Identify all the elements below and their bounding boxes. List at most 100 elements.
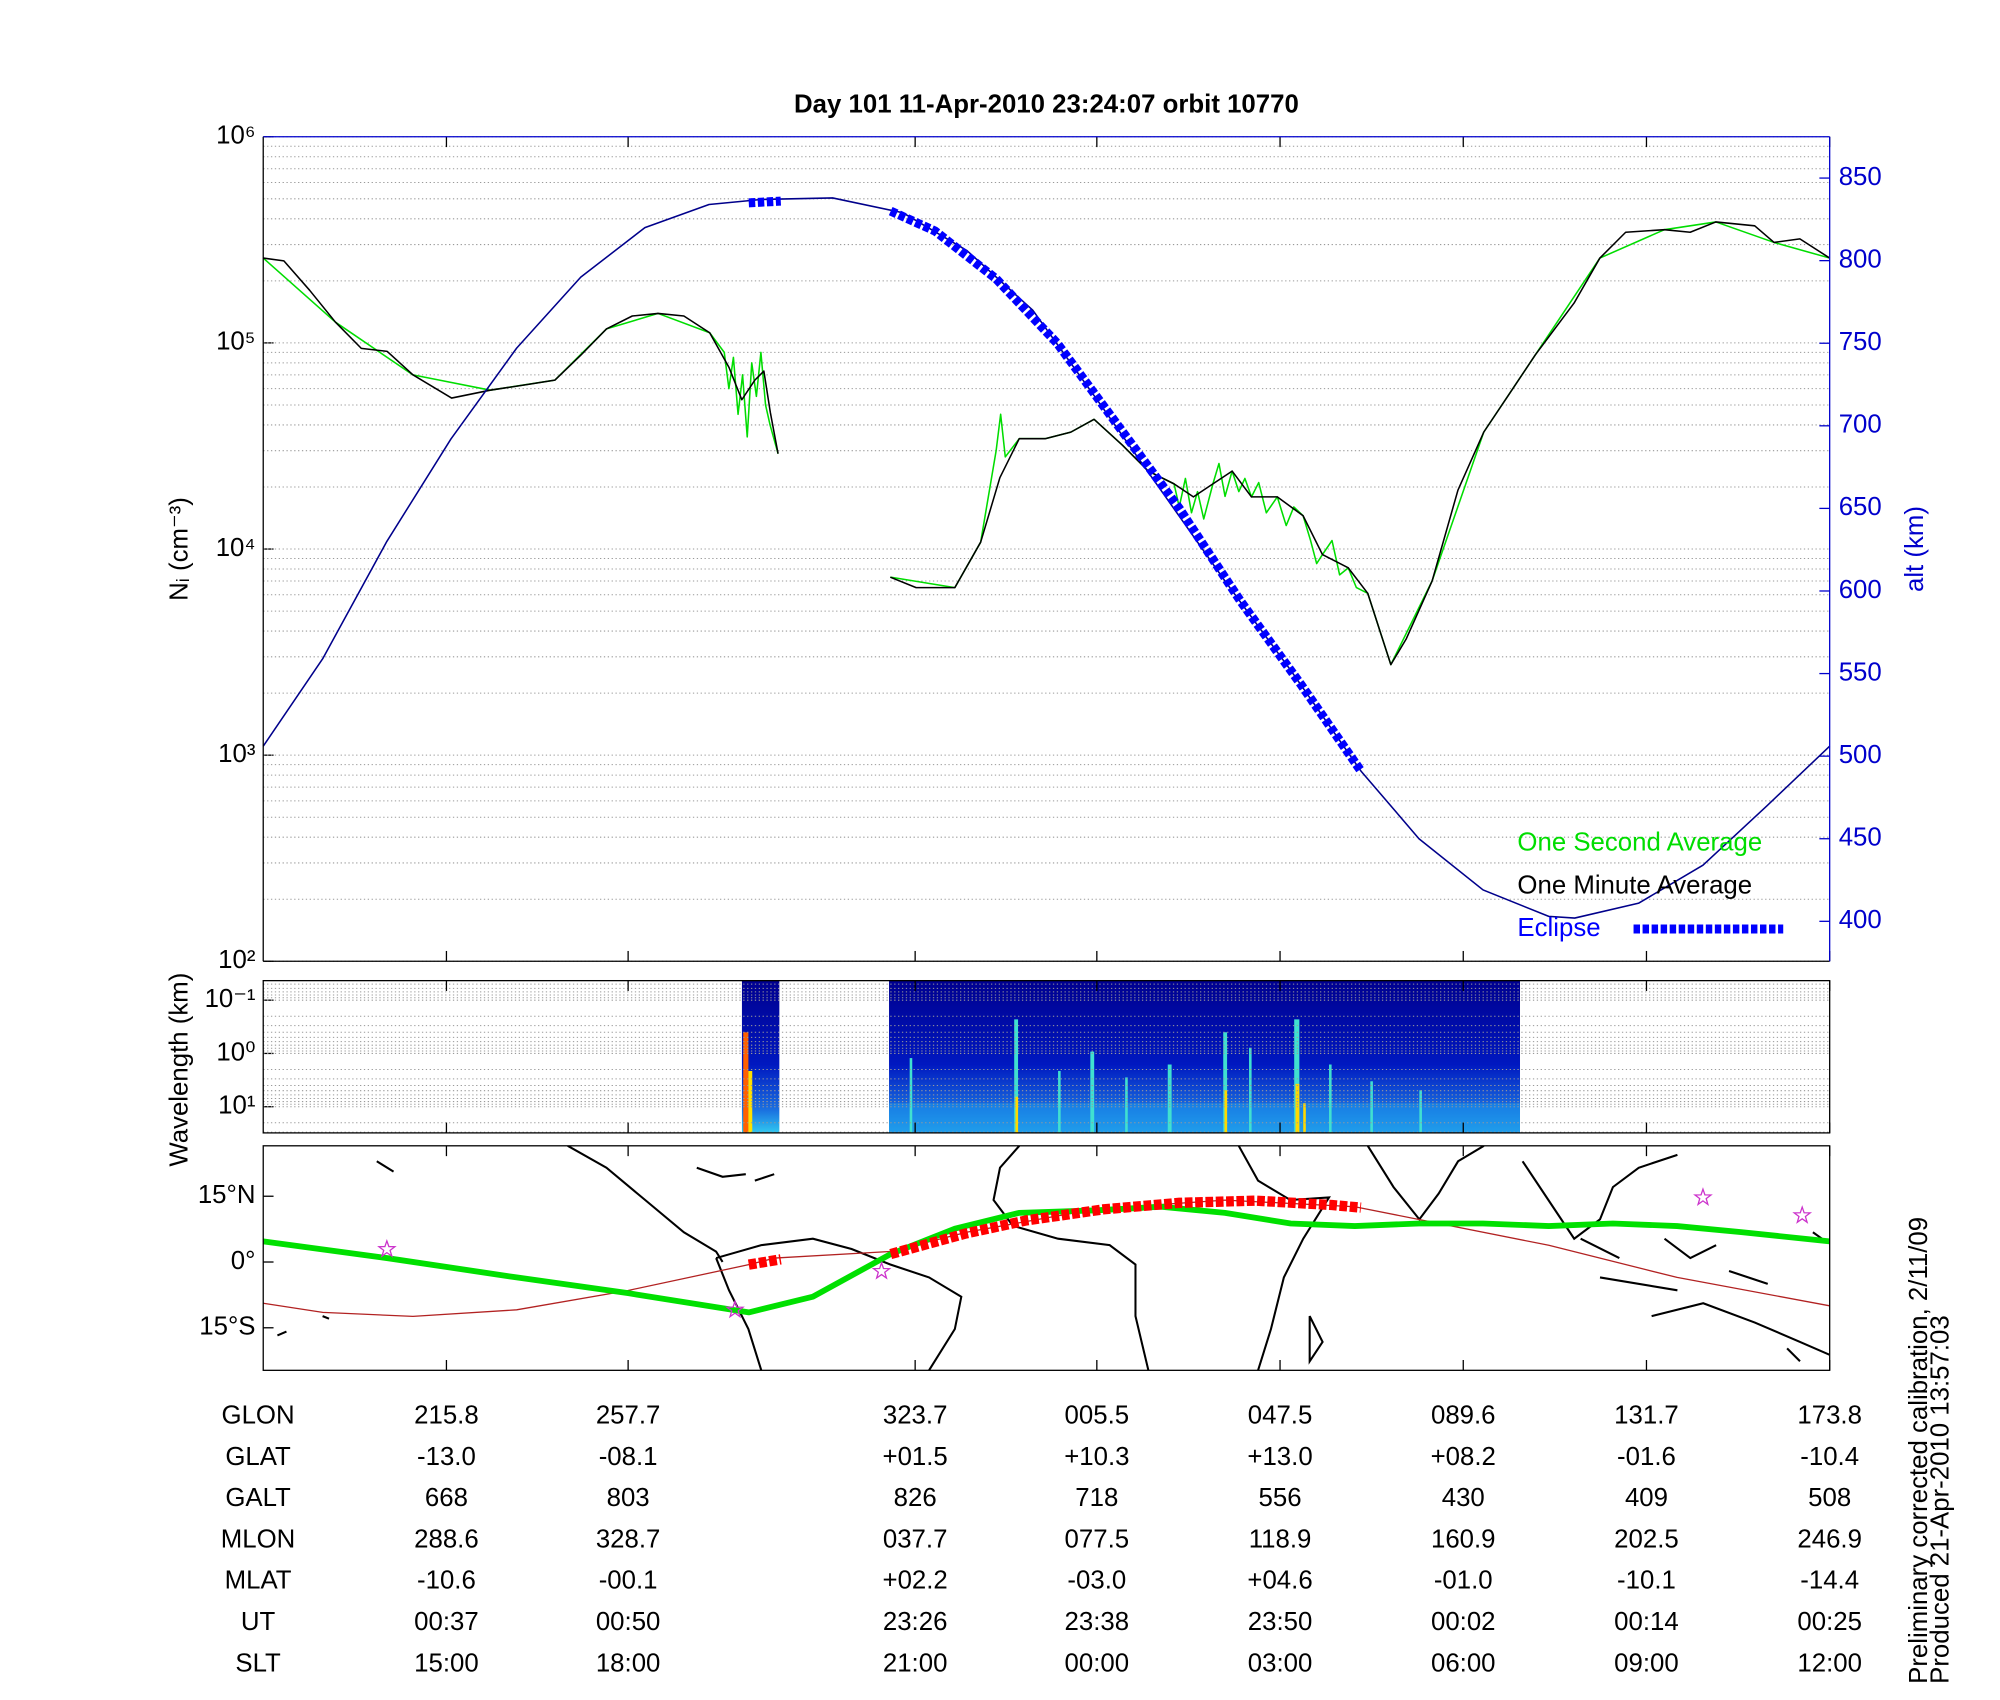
table-cell: 668 — [425, 1484, 468, 1512]
table-cell: +02.2 — [883, 1567, 948, 1595]
table-cell: 323.7 — [883, 1402, 948, 1430]
y2-tick-label: 700 — [1839, 411, 1882, 439]
y-tick-label: 10⁴ — [216, 534, 256, 562]
coastlines — [277, 1145, 1830, 1371]
table-cell: 077.5 — [1065, 1525, 1130, 1553]
table-cell: 00:50 — [596, 1608, 661, 1636]
table-cell: 00:00 — [1065, 1649, 1130, 1677]
table-cell: 508 — [1808, 1484, 1851, 1512]
table-cell: 246.9 — [1797, 1525, 1862, 1553]
y-tick-label: 10² — [218, 946, 256, 974]
table-cell: 328.7 — [596, 1525, 661, 1553]
y2-tick-label: 600 — [1839, 576, 1882, 604]
y2-tick-label: 400 — [1839, 906, 1882, 934]
y-tick-label: 10⁶ — [216, 122, 255, 150]
table-cell: 23:50 — [1248, 1608, 1313, 1636]
star-marker — [725, 1299, 745, 1319]
data-line — [747, 1195, 1362, 1270]
data-line — [748, 196, 1365, 774]
table-cell: 556 — [1259, 1484, 1302, 1512]
table-row-label: GLAT — [225, 1443, 291, 1471]
table-cell: 803 — [607, 1484, 650, 1512]
table-cell: -03.0 — [1067, 1567, 1126, 1595]
table-cell: 288.6 — [414, 1525, 479, 1553]
y2-tick-label: 500 — [1839, 741, 1882, 769]
y2-tick-label: 750 — [1839, 328, 1882, 356]
y2-tick-label: 650 — [1839, 493, 1882, 521]
y2-axis-label: alt (km) — [1901, 506, 1929, 592]
table-cell: 005.5 — [1065, 1402, 1130, 1430]
y2-tick-label: 550 — [1839, 658, 1882, 686]
table-cell: 18:00 — [596, 1649, 661, 1677]
y-tick-label: 15°N — [198, 1181, 256, 1209]
table-row-label: MLAT — [225, 1567, 292, 1595]
y-tick-label: 10⁰ — [216, 1038, 255, 1066]
table-cell: 03:00 — [1248, 1649, 1313, 1677]
table-row-label: UT — [241, 1608, 276, 1636]
data-line — [262, 221, 1830, 666]
star-marker — [1693, 1187, 1713, 1206]
table-cell: 09:00 — [1614, 1649, 1679, 1677]
table-cell: 718 — [1075, 1484, 1118, 1512]
star-marker — [377, 1238, 397, 1258]
y-tick-label: 10³ — [218, 740, 256, 768]
table-cell: 131.7 — [1614, 1402, 1679, 1430]
table-cell: 826 — [894, 1484, 937, 1512]
table-cell: 15:00 — [414, 1649, 479, 1677]
table-cell: -10.1 — [1617, 1567, 1676, 1595]
table-cell: 00:14 — [1614, 1608, 1679, 1636]
table-cell: +08.2 — [1431, 1443, 1496, 1471]
table-cell: 06:00 — [1431, 1649, 1496, 1677]
y-tick-label: 10¹ — [218, 1092, 256, 1120]
table-cell: 409 — [1625, 1484, 1668, 1512]
table-cell: 202.5 — [1614, 1525, 1679, 1553]
table-cell: 23:26 — [883, 1608, 948, 1636]
y-axis-label: Nᵢ (cm⁻³) — [165, 497, 193, 601]
table-cell: -08.1 — [599, 1443, 658, 1471]
legend-label: One Minute Average — [1517, 871, 1752, 899]
table-cell: -14.4 — [1800, 1567, 1859, 1595]
legend-label: Eclipse — [1517, 914, 1600, 942]
table-cell: -13.0 — [417, 1443, 476, 1471]
y2-tick-label: 800 — [1839, 245, 1882, 273]
table-cell: +01.5 — [883, 1443, 948, 1471]
footnote: Preliminary corrected calibration, 2/11/… — [1905, 1217, 1933, 1684]
legend-label: One Second Average — [1517, 829, 1762, 857]
frame — [262, 980, 1831, 1134]
table-cell: 047.5 — [1248, 1402, 1313, 1430]
table-cell: -00.1 — [599, 1567, 658, 1595]
chart-title: Day 101 11-Apr-2010 23:24:07 orbit 10770 — [794, 91, 1299, 119]
y-tick-label: 15°S — [199, 1313, 255, 1341]
spectrogram-image — [741, 980, 1520, 1133]
table-row-label: MLON — [221, 1525, 296, 1553]
frame — [262, 1145, 1831, 1371]
y2-tick-label: 450 — [1839, 824, 1882, 852]
table-row-label: GALT — [225, 1484, 291, 1512]
table-cell: 089.6 — [1431, 1402, 1496, 1430]
table-cell: 430 — [1442, 1484, 1485, 1512]
table-cell: 257.7 — [596, 1402, 661, 1430]
table-cell: 173.8 — [1797, 1402, 1862, 1430]
table-cell: +04.6 — [1247, 1567, 1312, 1595]
table-cell: 00:02 — [1431, 1608, 1496, 1636]
table-cell: 037.7 — [883, 1525, 948, 1553]
y-axis-label: Wavelength (km) — [165, 973, 193, 1167]
table-cell: 21:00 — [883, 1649, 948, 1677]
table-cell: 12:00 — [1797, 1649, 1862, 1677]
table-cell: -01.6 — [1617, 1443, 1676, 1471]
table-cell: 23:38 — [1065, 1608, 1130, 1636]
table-cell: -01.0 — [1434, 1567, 1493, 1595]
table-cell: 215.8 — [414, 1402, 479, 1430]
star-marker — [871, 1260, 892, 1280]
table-cell: -10.6 — [417, 1567, 476, 1595]
table-cell: +13.0 — [1247, 1443, 1312, 1471]
y2-tick-label: 850 — [1839, 163, 1882, 191]
y-tick-label: 10⁵ — [216, 328, 255, 356]
y-tick-label: 10⁻¹ — [205, 985, 256, 1013]
table-row-label: GLON — [222, 1402, 295, 1430]
table-cell: +10.3 — [1064, 1443, 1129, 1471]
table-cell: 118.9 — [1249, 1525, 1312, 1553]
table-cell: 00:25 — [1797, 1608, 1862, 1636]
